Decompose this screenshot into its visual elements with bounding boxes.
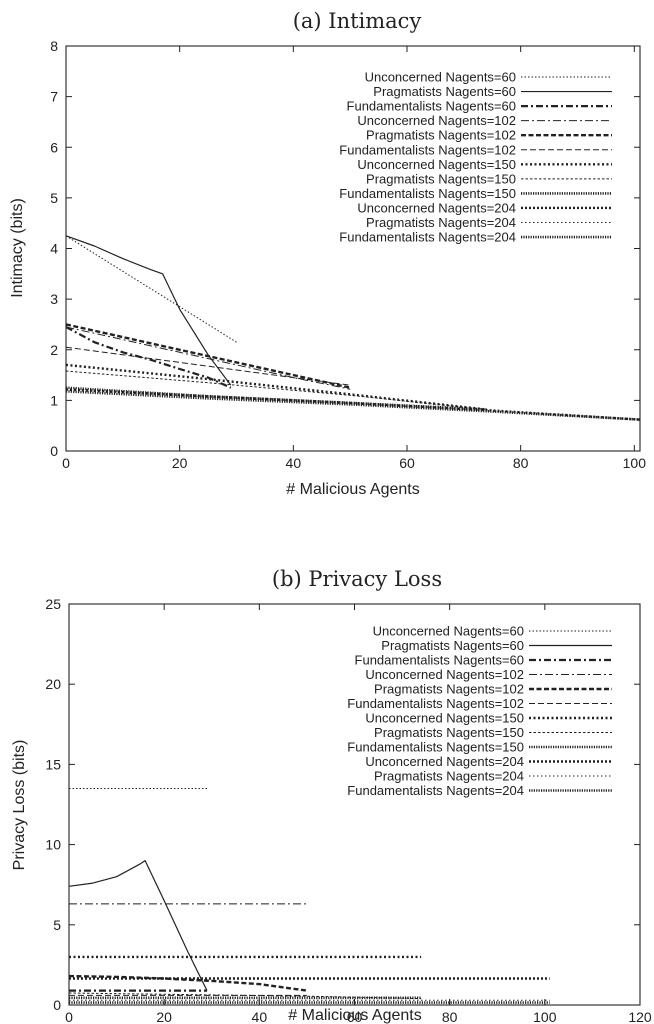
axis-ticks: 0 20 40 60 80 100 0 1 2 3 4 5 6 7 8	[50, 38, 646, 471]
legend-label: Fundamentalists Nagents=150	[347, 740, 524, 755]
y-tick-label: 10	[45, 837, 61, 853]
legend-label: Pragmatists Nagents=60	[373, 84, 516, 99]
y-tick-label: 20	[45, 676, 61, 692]
chart-title: (b) Privacy Loss	[272, 567, 442, 591]
y-tick-label: 0	[50, 443, 58, 459]
y-tick-label: 2	[50, 342, 58, 358]
y-tick-label: 5	[50, 190, 58, 206]
series-line	[65, 326, 232, 389]
legend-label: Pragmatists Nagents=204	[366, 215, 516, 230]
legend-label: Fundamentalists Nagents=150	[339, 186, 516, 201]
series-line	[65, 326, 351, 390]
legend-label: Unconcerned Nagents=102	[357, 113, 516, 128]
y-axis-title: Intimacy (bits)	[9, 198, 26, 298]
legend-label: Fundamentalists Nagents=102	[339, 142, 516, 157]
intimacy-chart: (a) Intimacy 0 20 40 60 80 100 0 1 2 3 4 5 6 7 8 Uncon…	[9, 9, 646, 498]
legend-label: Unconcerned Nagents=204	[365, 754, 524, 769]
legend-label: Pragmatists Nagents=150	[374, 725, 524, 740]
series-line	[65, 390, 641, 421]
x-tick-label: 120	[628, 1009, 652, 1024]
legend-label: Unconcerned Nagents=60	[373, 624, 524, 639]
legend-label: Fundamentalists Nagents=60	[355, 653, 524, 668]
y-tick-label: 25	[45, 596, 61, 612]
series-line	[68, 974, 308, 992]
x-tick-label: 100	[533, 1009, 557, 1024]
x-tick-label: 40	[286, 455, 302, 471]
x-axis-title: # Malicious Agents	[288, 1007, 421, 1024]
privacy-loss-chart: (b) Privacy Loss 0 20 40 60 80 100 120 0 5 10 15 20…	[11, 567, 652, 1024]
x-tick-label: 0	[65, 1009, 73, 1024]
x-tick-label: 0	[62, 455, 70, 471]
x-tick-label: 60	[399, 455, 415, 471]
series-layer	[68, 788, 550, 1004]
series-line	[65, 370, 487, 410]
x-tick-label: 80	[442, 1009, 458, 1024]
legend-label: Unconcerned Nagents=204	[357, 200, 516, 215]
series-line	[65, 235, 237, 343]
legend-label: Pragmatists Nagents=102	[374, 682, 524, 697]
chart-title: (a) Intimacy	[293, 9, 422, 33]
x-tick-label: 40	[252, 1009, 268, 1024]
legend-label: Unconcerned Nagents=102	[365, 667, 524, 682]
legend-label: Pragmatists Nagents=60	[381, 638, 524, 653]
y-tick-label: 1	[50, 392, 58, 408]
y-tick-label: 5	[53, 917, 61, 933]
legend-label: Fundamentalists Nagents=60	[347, 99, 516, 114]
x-tick-label: 80	[513, 455, 529, 471]
y-tick-label: 0	[53, 997, 61, 1013]
y-axis-title: Privacy Loss (bits)	[11, 740, 28, 871]
x-axis-title: # Malicious Agents	[286, 481, 419, 498]
y-tick-label: 7	[50, 89, 58, 105]
series-line	[68, 992, 422, 1000]
x-tick-label: 20	[156, 1009, 172, 1024]
series-line	[65, 346, 351, 386]
legend-label: Pragmatists Nagents=150	[366, 171, 516, 186]
x-tick-label: 100	[623, 455, 647, 471]
x-tick-label: 60	[347, 1009, 363, 1024]
legend-label: Unconcerned Nagents=150	[365, 711, 524, 726]
legend-label: Pragmatists Nagents=204	[374, 769, 524, 784]
legend-label: Pragmatists Nagents=102	[366, 128, 516, 143]
legend-label: Fundamentalists Nagents=204	[339, 230, 516, 245]
y-tick-label: 4	[50, 241, 58, 257]
legend-label: Unconcerned Nagents=150	[357, 157, 516, 172]
y-tick-label: 3	[50, 291, 58, 307]
x-tick-label: 20	[172, 455, 188, 471]
legend-label: Unconcerned Nagents=60	[365, 70, 516, 85]
series-line	[65, 323, 351, 389]
y-tick-label: 15	[45, 756, 61, 772]
y-tick-label: 8	[50, 38, 58, 54]
legend-label: Fundamentalists Nagents=102	[347, 696, 524, 711]
series-line	[65, 235, 232, 386]
series-line	[68, 859, 208, 991]
y-tick-label: 6	[50, 139, 58, 155]
series-line	[65, 363, 487, 411]
series-layer	[65, 235, 641, 421]
legend-label: Fundamentalists Nagents=204	[347, 783, 524, 798]
